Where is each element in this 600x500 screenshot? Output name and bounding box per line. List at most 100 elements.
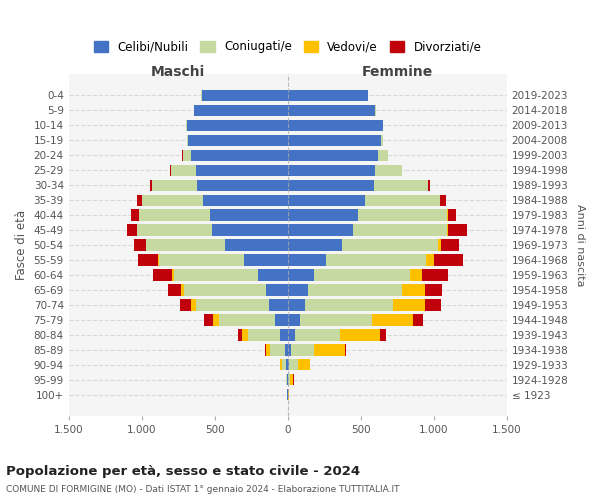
Bar [139, 210, 211, 220]
Bar [187, 120, 287, 131]
Bar [270, 344, 285, 356]
Bar [282, 360, 286, 370]
Bar [158, 254, 159, 266]
Bar [172, 270, 174, 280]
Bar [266, 344, 270, 356]
Bar [265, 344, 266, 356]
Bar [196, 300, 269, 310]
Bar [146, 240, 225, 250]
Bar [259, 270, 287, 280]
Bar [425, 284, 442, 296]
Bar [138, 254, 158, 266]
Text: Maschi: Maschi [151, 65, 205, 79]
Bar [186, 120, 187, 131]
Bar [288, 374, 290, 386]
Bar [205, 314, 213, 326]
Bar [238, 330, 242, 340]
Bar [191, 150, 287, 161]
Bar [393, 300, 425, 310]
Bar [378, 150, 388, 161]
Bar [376, 164, 401, 176]
Bar [287, 284, 308, 296]
Bar [308, 284, 401, 296]
Bar [152, 180, 197, 191]
Bar [448, 210, 457, 220]
Bar [191, 300, 196, 310]
Bar [287, 90, 368, 101]
Bar [280, 360, 282, 370]
Bar [342, 240, 438, 250]
Bar [287, 164, 376, 176]
Bar [181, 284, 184, 296]
Text: Femmine: Femmine [362, 65, 433, 79]
Bar [287, 240, 342, 250]
Bar [203, 194, 287, 205]
Bar [287, 330, 295, 340]
Bar [188, 134, 287, 146]
Bar [159, 254, 244, 266]
Bar [447, 210, 448, 220]
Bar [171, 164, 196, 176]
Bar [287, 180, 374, 191]
Bar [127, 224, 137, 235]
Bar [314, 344, 344, 356]
Bar [202, 90, 287, 101]
Bar [287, 300, 305, 310]
Bar [266, 284, 287, 296]
Bar [287, 194, 365, 205]
Bar [425, 300, 441, 310]
Bar [269, 300, 287, 310]
Bar [287, 210, 358, 220]
Y-axis label: Fasce di età: Fasce di età [15, 210, 28, 280]
Bar [371, 314, 413, 326]
Bar [275, 314, 287, 326]
Bar [287, 134, 381, 146]
Bar [427, 254, 434, 266]
Bar [280, 330, 287, 340]
Bar [174, 270, 259, 280]
Bar [326, 254, 427, 266]
Bar [374, 180, 428, 191]
Bar [298, 360, 310, 370]
Bar [448, 224, 467, 235]
Bar [187, 134, 188, 146]
Bar [196, 164, 287, 176]
Bar [213, 314, 219, 326]
Bar [182, 150, 191, 161]
Bar [197, 180, 287, 191]
Bar [170, 164, 171, 176]
Bar [314, 270, 410, 280]
Bar [305, 300, 393, 310]
Bar [285, 344, 287, 356]
Bar [137, 194, 142, 205]
Bar [242, 330, 248, 340]
Bar [287, 270, 314, 280]
Bar [401, 164, 403, 176]
Bar [154, 270, 172, 280]
Bar [290, 344, 314, 356]
Bar [447, 224, 448, 235]
Bar [365, 194, 440, 205]
Bar [179, 300, 191, 310]
Bar [353, 224, 447, 235]
Bar [410, 270, 422, 280]
Bar [211, 210, 287, 220]
Bar [380, 330, 386, 340]
Bar [438, 240, 441, 250]
Bar [401, 284, 425, 296]
Bar [134, 240, 146, 250]
Bar [286, 374, 287, 386]
Bar [225, 240, 287, 250]
Bar [131, 210, 139, 220]
Bar [440, 194, 446, 205]
Bar [287, 120, 383, 131]
Bar [289, 360, 298, 370]
Bar [194, 104, 287, 116]
Bar [287, 224, 353, 235]
Bar [295, 330, 340, 340]
Bar [344, 344, 346, 356]
Bar [287, 150, 378, 161]
Bar [142, 194, 203, 205]
Bar [434, 254, 463, 266]
Text: COMUNE DI FORMIGINE (MO) - Dati ISTAT 1° gennaio 2024 - Elaborazione TUTTITALIA.: COMUNE DI FORMIGINE (MO) - Dati ISTAT 1°… [6, 485, 400, 494]
